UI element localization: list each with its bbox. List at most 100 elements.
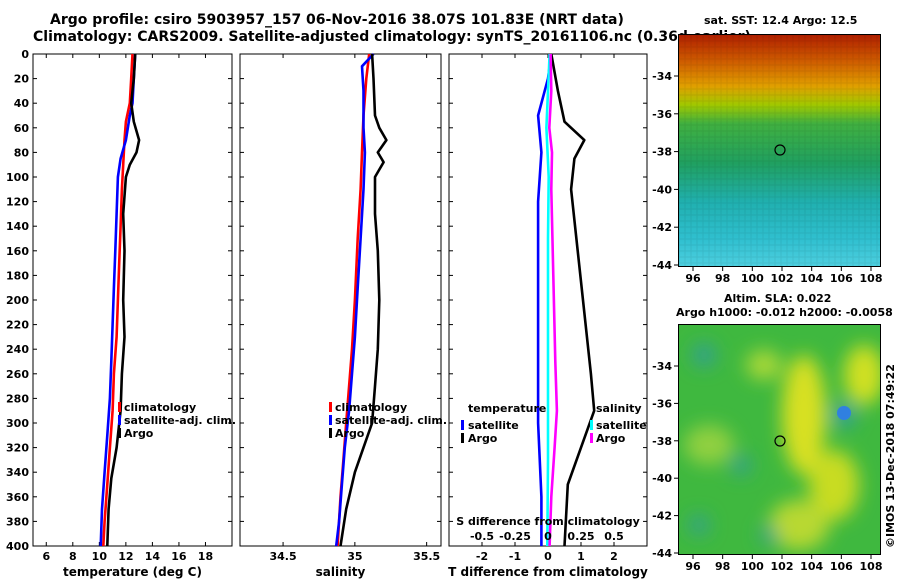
legend-swatch xyxy=(329,428,332,438)
ytick-label: 220 xyxy=(6,319,29,332)
plot-frame-0 xyxy=(32,53,233,547)
xtick-label: 0 xyxy=(544,550,552,563)
float-marker xyxy=(774,144,786,156)
legend-swatch xyxy=(118,428,121,438)
legend-swatch xyxy=(590,420,593,430)
series-line-climatology xyxy=(102,53,134,547)
ytick-label: 240 xyxy=(6,343,29,356)
ytick-label: 320 xyxy=(6,442,29,455)
ytick-label: 60 xyxy=(14,122,30,135)
xtick-label: 34.5 xyxy=(270,550,297,563)
series-line-argo xyxy=(339,53,388,547)
map-xtick-label: 108 xyxy=(860,560,883,573)
float-marker-sla xyxy=(774,435,786,447)
title-line1: Argo profile: csiro 5903957_157 06-Nov-2… xyxy=(50,12,624,28)
legend-label: Argo xyxy=(335,427,365,440)
legend-label: Argo xyxy=(468,432,498,445)
ytick-label: 400 xyxy=(6,540,29,553)
xtick-label: 12 xyxy=(118,550,133,563)
legend-swatch xyxy=(461,433,464,443)
ytick-label: 40 xyxy=(14,97,30,110)
map-xtick-label: 98 xyxy=(715,560,730,573)
legend-label: satellite-adj. clim. xyxy=(124,414,236,427)
xtick-label: 8 xyxy=(69,550,77,563)
xtick-top-label: 0 xyxy=(544,530,552,543)
xtick-top-label: -0.25 xyxy=(499,530,531,543)
xtick-label: 16 xyxy=(171,550,187,563)
legend-label: satellite-adj. clim. xyxy=(335,414,447,427)
legend-label: satellite xyxy=(468,419,519,432)
ytick-label: 200 xyxy=(6,294,29,307)
legend-swatch xyxy=(118,415,121,425)
sst-title: sat. SST: 12.4 Argo: 12.5 xyxy=(704,14,858,27)
xtick-label: 18 xyxy=(198,550,213,563)
legend-label: climatology xyxy=(124,401,196,414)
map-xtick-label: 96 xyxy=(685,272,701,285)
series-line-salinity-satellite xyxy=(545,53,551,547)
map-xtick-label: 108 xyxy=(860,272,883,285)
legend-title-salinity: salinity xyxy=(596,402,642,415)
ytick-label: 120 xyxy=(6,196,29,209)
xtick-top-label: 0.25 xyxy=(567,530,594,543)
ytick-label: 340 xyxy=(6,466,29,479)
ytick-label: 80 xyxy=(14,146,30,159)
plot-frame-1 xyxy=(239,53,442,547)
ytick-label: 20 xyxy=(14,73,30,86)
sst-map xyxy=(678,34,881,267)
map-xtick-label: 102 xyxy=(771,272,794,285)
map-xtick-label: 96 xyxy=(685,560,701,573)
map-xtick-label: 106 xyxy=(830,560,853,573)
legend-label: climatology xyxy=(335,401,407,414)
ytick-label: 260 xyxy=(6,368,29,381)
xlabel-top: S difference from climatology xyxy=(456,515,640,528)
legend-swatch xyxy=(118,402,121,412)
ytick-label: 360 xyxy=(6,491,29,504)
sla-map xyxy=(678,324,881,555)
xtick-label: 1 xyxy=(577,550,585,563)
sst-map-image xyxy=(679,35,880,266)
xtick-label: -2 xyxy=(476,550,488,563)
ytick-label: 100 xyxy=(6,171,29,184)
xtick-label: 14 xyxy=(145,550,161,563)
xtick-top-label: -0.5 xyxy=(470,530,494,543)
profile-plots: 0204060801001201401601802002202402602803… xyxy=(6,48,648,579)
sla-title-2: Argo h1000: -0.012 h2000: -0.0058 xyxy=(676,306,893,319)
legend-label: satellite xyxy=(596,419,647,432)
xlabel-1: salinity xyxy=(316,565,366,579)
credit-text: ©IMOS 13-Dec-2018 07:49:22 xyxy=(884,364,897,548)
ytick-label: 0 xyxy=(21,48,29,61)
xtick-label: 10 xyxy=(92,550,108,563)
map-xtick-label: 102 xyxy=(771,560,794,573)
ytick-label: 180 xyxy=(6,269,29,282)
series-line-temperature-satellite xyxy=(536,53,553,546)
series-line-satellite-adj-clim- xyxy=(334,53,375,547)
map-xtick-label: 104 xyxy=(800,272,823,285)
series-line-salinity-argo xyxy=(547,53,559,547)
series-line-satellite-adj-clim- xyxy=(99,53,137,547)
legend-title-temperature: temperature xyxy=(468,402,546,415)
map-xtick-label: 104 xyxy=(800,560,823,573)
sla-title-1: Altim. SLA: 0.022 xyxy=(724,292,832,305)
legend-label: Argo xyxy=(124,427,154,440)
xtick-top-label: 0.5 xyxy=(604,530,624,543)
xtick-label: 6 xyxy=(42,550,50,563)
map-xtick-label: 100 xyxy=(741,272,764,285)
legend-label: Argo xyxy=(596,432,626,445)
ytick-label: 280 xyxy=(6,392,29,405)
ytick-label: 140 xyxy=(6,220,29,233)
xtick-label: 35.5 xyxy=(413,550,440,563)
legend-swatch xyxy=(590,433,593,443)
series-line-argo xyxy=(106,53,141,547)
series-line-temperature-argo xyxy=(550,53,596,547)
title-line2: Climatology: CARS2009. Satellite-adjuste… xyxy=(33,29,751,45)
xtick-label: 2 xyxy=(610,550,618,563)
ytick-label: 300 xyxy=(6,417,29,430)
xlabel-2: T difference from climatology xyxy=(448,565,648,579)
ytick-label: 160 xyxy=(6,245,29,258)
sla-map-image xyxy=(679,325,880,554)
legend-swatch xyxy=(329,415,332,425)
map-xtick-label: 106 xyxy=(830,272,853,285)
legend-swatch xyxy=(329,402,332,412)
map-xtick-label: 100 xyxy=(741,560,764,573)
xlabel-0: temperature (deg C) xyxy=(63,565,202,579)
